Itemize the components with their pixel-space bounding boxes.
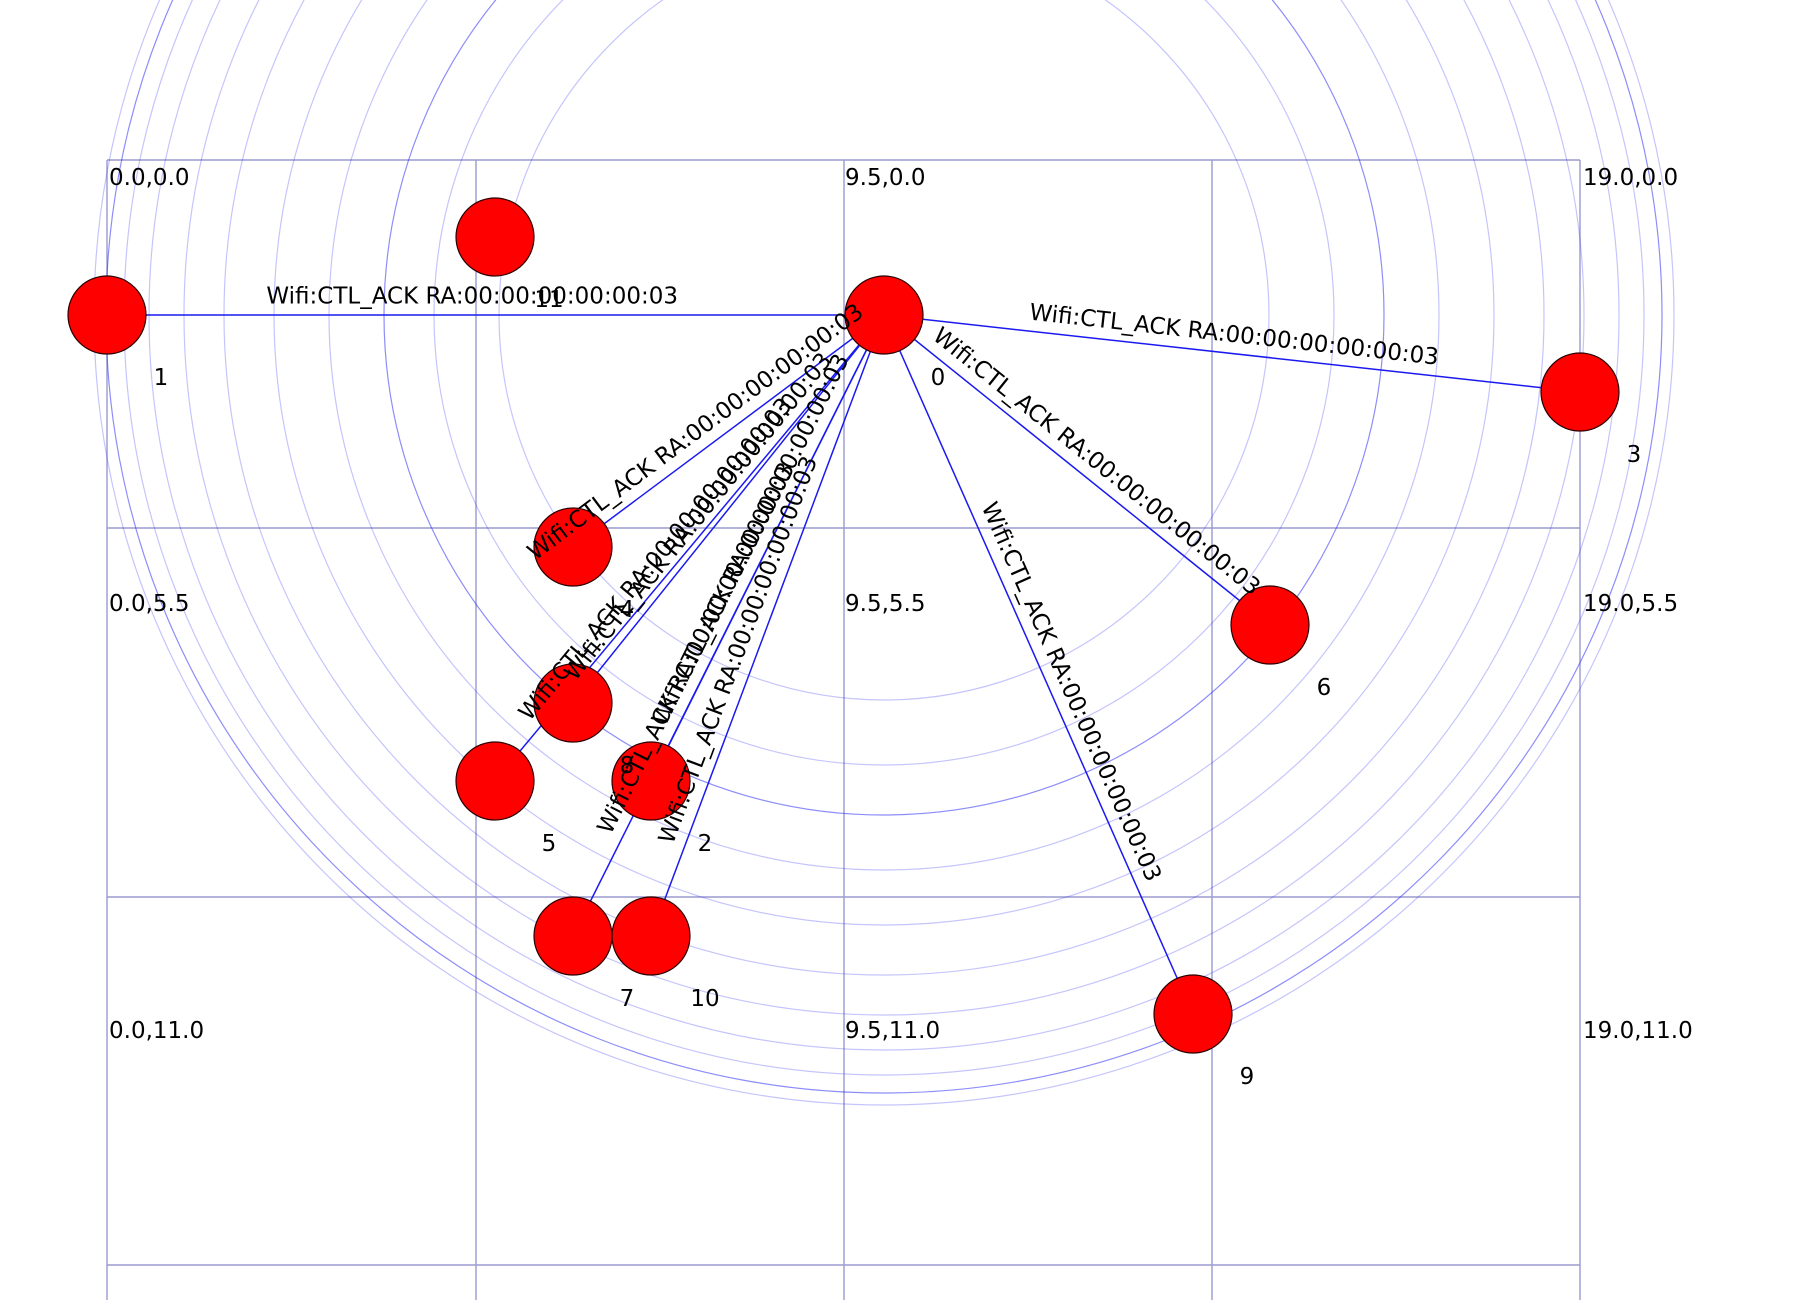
node-9[interactable]: 9 [1153, 974, 1255, 1090]
node-1[interactable]: 1 [67, 275, 169, 391]
packet-label-3: Wifi:CTL_ACK RA:00:00:00:00:00:03 [1028, 300, 1440, 371]
transmission-link-0-3 [883, 314, 1581, 393]
packet-label-9: Wifi:CTL_ACK RA:00:00:00:00:00:03 [976, 499, 1166, 886]
grid-coord-label: 0.0,11.0 [109, 1018, 204, 1044]
node-circle[interactable] [455, 741, 535, 821]
node-label: 3 [1627, 442, 1642, 468]
node-circle[interactable] [611, 741, 691, 821]
transmission-link-0-4 [572, 314, 885, 548]
grid-coord-label: 9.5,0.0 [845, 165, 925, 191]
node-8[interactable]: 8 [533, 663, 635, 779]
grid-coord-label: 19.0,0.0 [1583, 165, 1678, 191]
grid-coord-label: 9.5,11.0 [845, 1018, 940, 1044]
range-ring-7 [148, 0, 1620, 1051]
nodes: 0 1 2 3 4 5 6 7 8 9 10 11 [67, 197, 1642, 1090]
node-0[interactable]: 0 [844, 275, 946, 391]
node-label: 10 [690, 986, 719, 1012]
node-circle[interactable] [844, 275, 924, 355]
transmission-link-0-9 [883, 314, 1194, 1015]
node-label: 11 [534, 287, 563, 313]
range-ring-9 [105, 0, 1663, 1094]
node-4[interactable]: 4 [533, 507, 635, 623]
grid-coord-label: 19.0,11.0 [1583, 1018, 1693, 1044]
node-circle[interactable] [533, 663, 613, 743]
node-circle[interactable] [611, 896, 691, 976]
node-label: 2 [698, 831, 713, 857]
transmission-link-0-7 [572, 314, 885, 937]
node-5[interactable]: 5 [455, 741, 557, 857]
node-circle[interactable] [455, 197, 535, 277]
node-circle[interactable] [533, 896, 613, 976]
packet-label-6: Wifi:CTL_ACK RA:00:00:00:00:00:03 [928, 323, 1265, 601]
node-label: 7 [620, 986, 635, 1012]
node-circle[interactable] [1230, 585, 1310, 665]
grid-coord-label: 0.0,0.0 [109, 165, 189, 191]
node-label: 6 [1317, 675, 1332, 701]
node-label: 0 [931, 365, 946, 391]
range-ring-8 [123, 0, 1645, 1076]
range-ring-5 [223, 0, 1545, 976]
node-6[interactable]: 6 [1230, 585, 1332, 701]
node-circle[interactable] [533, 507, 613, 587]
range-ring-3 [328, 0, 1440, 871]
grid-coord-label: 0.0,5.5 [109, 591, 189, 617]
grid-coord-label: 9.5,5.5 [845, 591, 925, 617]
node-2[interactable]: 2 [611, 741, 713, 857]
transmission-link-0-8 [572, 314, 885, 704]
node-3[interactable]: 3 [1540, 352, 1642, 468]
grid-coord-label: 19.0,5.5 [1583, 591, 1678, 617]
node-label: 8 [620, 753, 635, 779]
node-label: 5 [542, 831, 557, 857]
transmission-link-0-6 [883, 314, 1271, 626]
packet-label-1: Wifi:CTL_ACK RA:00:00:00:00:00:03 [266, 284, 678, 310]
node-7[interactable]: 7 [533, 896, 635, 1012]
node-label: 1 [154, 365, 169, 391]
grid [106, 159, 1581, 1300]
transmission-link-0-10 [650, 314, 885, 937]
node-circle[interactable] [1540, 352, 1620, 432]
node-label: 4 [620, 597, 635, 623]
node-11[interactable]: 11 [455, 197, 564, 313]
node-circle[interactable] [67, 275, 147, 355]
node-circle[interactable] [1153, 974, 1233, 1054]
grid-coordinate-labels: 0.0,0.0 9.5,0.0 19.0,0.0 0.0,5.5 9.5,5.5 19.0… [109, 165, 1693, 1044]
node-10[interactable]: 10 [611, 896, 720, 1012]
node-label: 9 [1240, 1064, 1255, 1090]
